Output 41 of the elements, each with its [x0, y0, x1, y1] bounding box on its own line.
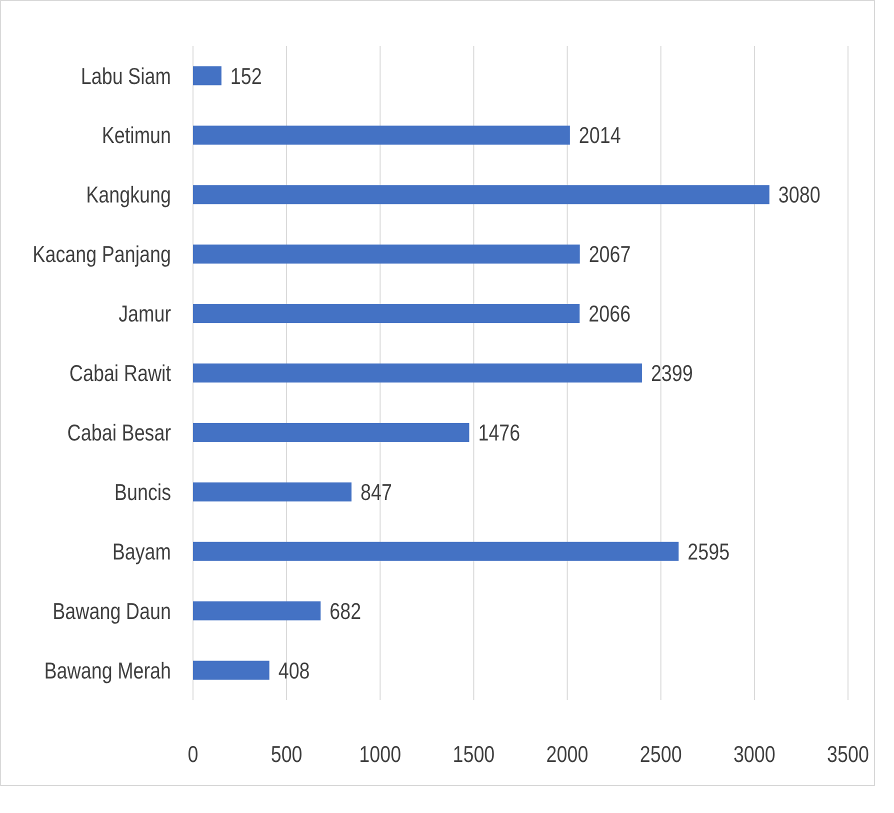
data-label: 3080: [778, 183, 820, 208]
x-tick-label: 0: [188, 742, 198, 768]
y-tick-label: Bawang Merah: [44, 658, 171, 684]
y-tick-label: Cabai Besar: [67, 420, 171, 446]
x-tick-label: 500: [270, 742, 302, 768]
x-tick-label: 2500: [640, 742, 682, 768]
x-tick-label: 1000: [359, 742, 402, 768]
data-label: 1476: [478, 420, 520, 446]
data-label: 2014: [578, 124, 622, 149]
data-label: 2067: [588, 242, 631, 268]
y-tick-label: Labu Siam: [80, 64, 171, 90]
data-label: 682: [330, 599, 362, 624]
data-label: 2595: [688, 540, 730, 565]
data-label: 2066: [588, 302, 631, 328]
bar: [193, 422, 470, 442]
bar: [193, 126, 570, 145]
x-tick-label: 2000: [546, 742, 588, 768]
bar: [193, 542, 679, 561]
bar: [193, 185, 770, 204]
bar: [193, 482, 352, 502]
bar: [193, 601, 321, 620]
data-label: 847: [360, 480, 392, 506]
data-label: 408: [278, 658, 310, 684]
y-tick-label: Kacang Panjang: [32, 242, 171, 268]
bar: [193, 244, 580, 264]
y-tick-label: Bawang Daun: [52, 599, 171, 624]
x-tick-label: 3000: [733, 742, 776, 768]
y-tick-label: Ketimun: [102, 124, 171, 149]
y-tick-label: Bayam: [112, 540, 171, 565]
x-tick-label: 1500: [452, 742, 495, 768]
x-tick-label: 3500: [827, 742, 869, 768]
y-tick-label: Buncis: [114, 480, 171, 506]
y-tick-label: Jamur: [118, 302, 171, 328]
bar: [193, 66, 222, 86]
bar: [193, 363, 642, 383]
data-label: 2399: [650, 361, 693, 387]
bar: [193, 304, 580, 324]
y-tick-label: Cabai Rawit: [69, 361, 172, 387]
y-tick-label: Kangkung: [86, 183, 171, 208]
bar: [193, 660, 270, 680]
data-label: 152: [230, 64, 262, 90]
